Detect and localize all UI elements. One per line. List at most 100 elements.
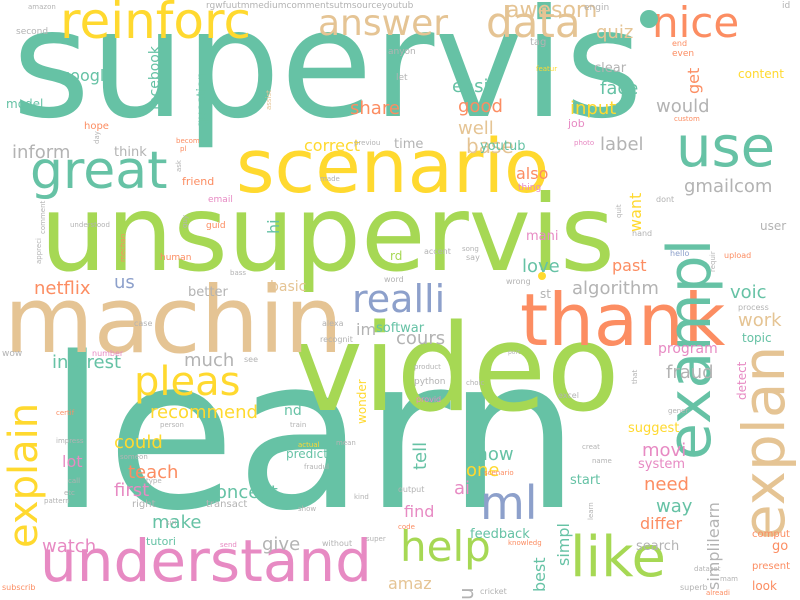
- word-made: made: [320, 175, 340, 183]
- word-rd: rd: [390, 249, 403, 263]
- word-answer: answer: [318, 3, 449, 44]
- word-base: base: [466, 134, 514, 158]
- word-mani: mani: [526, 229, 559, 244]
- word-upload: upload: [724, 251, 752, 260]
- word-easi: easi: [452, 76, 489, 97]
- word-human: human: [160, 253, 192, 263]
- word-thank: thank: [520, 278, 726, 362]
- word-train: train: [290, 421, 307, 429]
- word-use: use: [676, 115, 776, 180]
- word-port: port: [508, 349, 521, 356]
- word-cours: cours: [396, 328, 446, 349]
- word-output: output: [398, 485, 425, 494]
- word-hello: hello: [670, 249, 690, 258]
- word-search: search: [636, 539, 680, 554]
- word-creat: creat: [582, 443, 600, 451]
- word-concept: concept: [206, 482, 278, 503]
- word-realli: realli: [352, 277, 446, 321]
- word-type: type: [146, 477, 162, 485]
- word-softwar: softwar: [376, 321, 425, 336]
- word-wrong: wrong: [506, 277, 531, 286]
- word-like: like: [570, 525, 667, 590]
- word-content: content: [738, 67, 784, 81]
- word-video: video: [292, 300, 620, 439]
- word-work: work: [738, 310, 782, 331]
- word-us: us: [114, 272, 135, 293]
- word-superb: superb: [680, 583, 708, 592]
- word-simplilearn: simplilearn: [704, 502, 723, 590]
- word-subscrib: subscrib: [2, 583, 36, 592]
- word-way: way: [656, 496, 693, 517]
- word-facebook: facebook: [147, 46, 163, 110]
- word-learn-small: learn: [587, 502, 595, 520]
- word-look: look: [752, 579, 777, 593]
- word-wow: wow: [2, 349, 23, 359]
- word-supervis: supervis: [12, 0, 643, 152]
- word-could: could: [114, 432, 163, 453]
- word-correct: correct: [304, 136, 361, 155]
- word-wonder: wonder: [355, 379, 369, 424]
- word-fraud: fraud: [666, 362, 714, 383]
- word-song: song: [462, 245, 479, 253]
- word-excel: excel: [558, 391, 579, 400]
- word-right: right: [132, 499, 156, 510]
- word-that: that: [631, 369, 639, 384]
- word-etc: etc: [64, 489, 75, 497]
- word-product: product: [414, 363, 441, 371]
- word-knowledg: knowledg: [508, 539, 542, 547]
- word-time: time: [394, 137, 424, 152]
- word-start: start: [570, 473, 601, 488]
- word-comment: comment: [39, 200, 47, 234]
- word-custom: custom: [674, 115, 700, 123]
- word-explain: explain: [1, 402, 47, 548]
- word-first: first: [114, 480, 150, 501]
- word-face: face: [600, 78, 639, 99]
- word-learn: learn: [48, 312, 580, 557]
- word-super: super: [366, 535, 386, 543]
- word-predict: predict: [286, 447, 328, 461]
- word-basic: basic: [270, 279, 307, 295]
- word-gener: gener: [668, 407, 689, 415]
- word-dataset: dataset: [694, 565, 721, 573]
- word-word: word: [384, 275, 404, 284]
- word-transact: transact: [206, 499, 248, 510]
- word-anyon: anyon: [388, 47, 416, 57]
- word-let: let: [396, 73, 408, 83]
- word-netflix: netflix: [34, 278, 91, 299]
- word-alexa: alexa: [322, 319, 344, 328]
- word-tell: tell: [410, 441, 431, 470]
- word-process: process: [738, 303, 769, 312]
- word-send: send: [220, 541, 237, 549]
- word-appreci: appreci: [35, 237, 43, 264]
- word-question: question: [195, 71, 210, 128]
- word-guid: guid: [206, 221, 226, 231]
- word-accent: accent: [424, 247, 451, 256]
- word-unsupervis: unsupervis: [40, 173, 615, 295]
- word-algorithm: algorithm: [572, 278, 659, 299]
- word-mean: mean: [336, 439, 356, 447]
- word-simpl: simpl: [554, 523, 573, 566]
- word-hi: hi: [264, 219, 283, 234]
- word-quit: quit: [615, 204, 623, 218]
- word-nice: nice: [652, 0, 740, 47]
- word-day: day: [93, 131, 101, 144]
- word-reinforc: reinforc: [60, 0, 251, 50]
- word-pl: pl: [180, 145, 187, 153]
- word-go: go: [772, 539, 789, 554]
- word-job: job: [568, 117, 585, 130]
- word-gmailcom: gmailcom: [684, 176, 773, 197]
- word-clear: clear: [594, 61, 627, 76]
- word-find: find: [404, 502, 435, 521]
- word-feature: featur: [536, 65, 558, 73]
- word-watch: watch: [42, 536, 97, 557]
- word-share: share: [350, 98, 400, 119]
- word-becom: becom: [176, 137, 200, 145]
- word-assist: assist: [265, 90, 273, 110]
- word-st: st: [540, 287, 551, 301]
- word-great: great: [30, 141, 168, 201]
- word-scenario-small: scenario: [484, 469, 514, 477]
- word-fraudul: fraudul: [304, 463, 329, 471]
- word-impress: impress: [56, 437, 84, 445]
- word-understand: understand: [40, 527, 372, 595]
- word-code: code: [398, 523, 415, 531]
